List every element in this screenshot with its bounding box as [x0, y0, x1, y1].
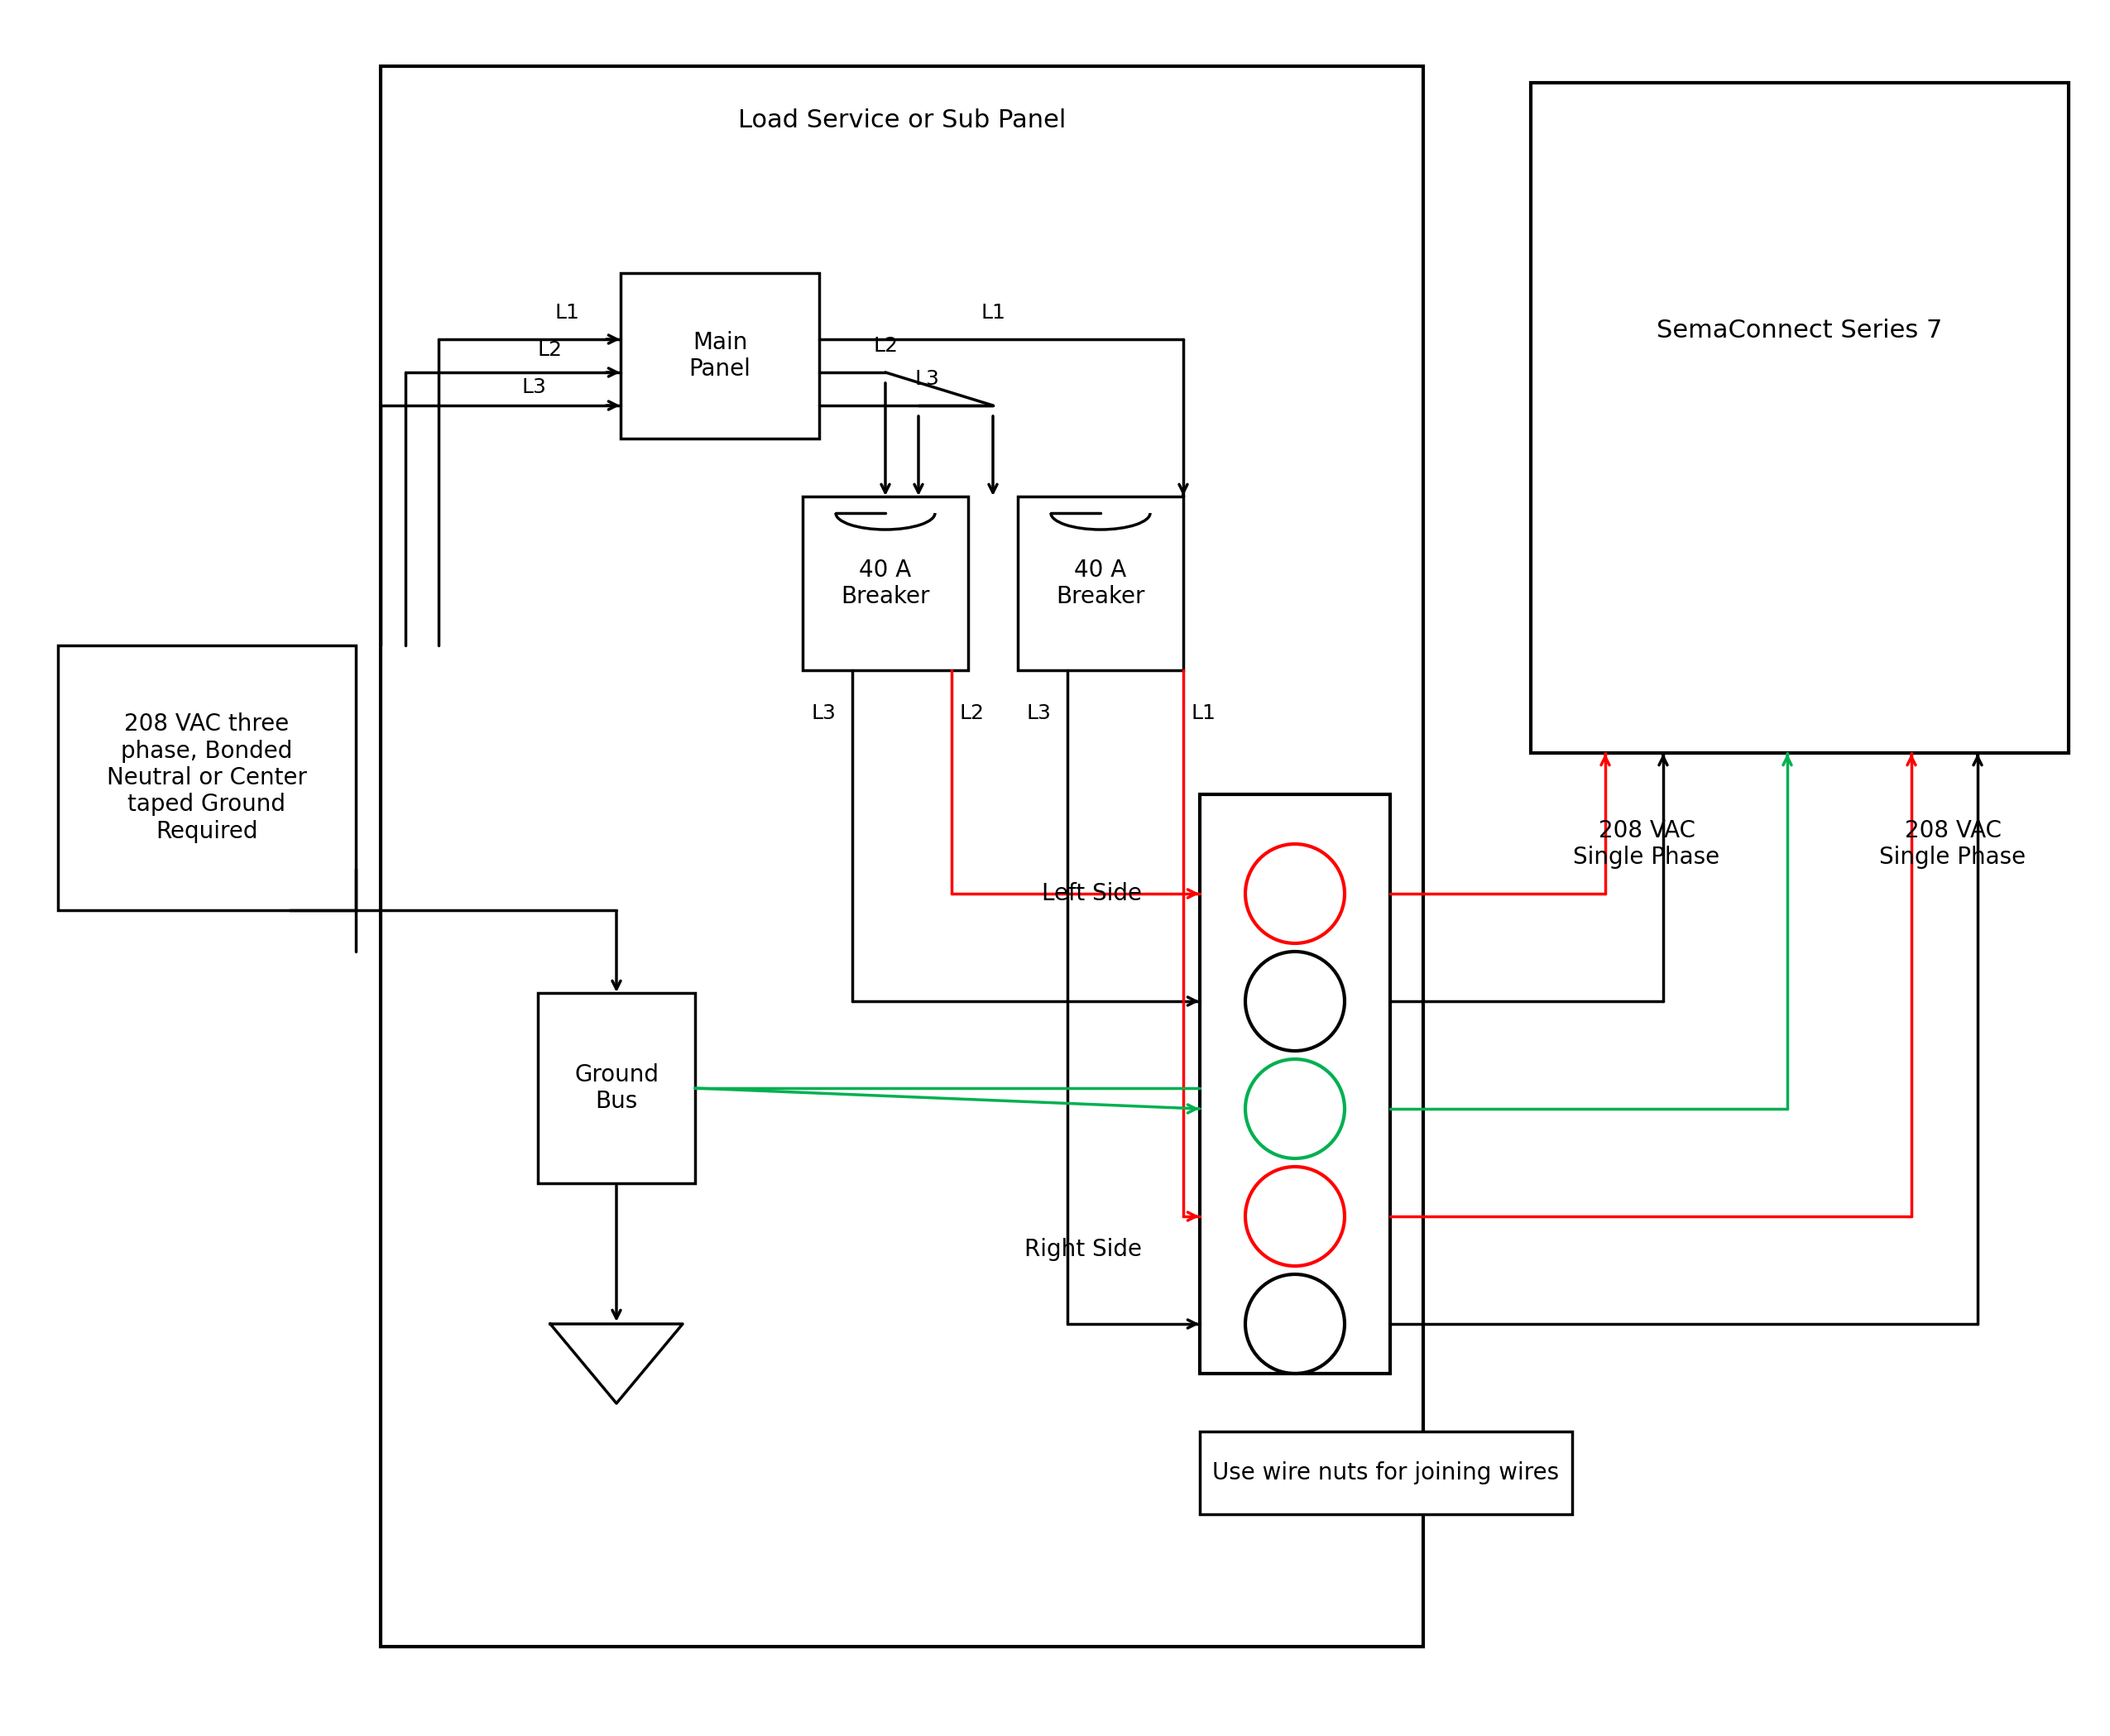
Text: L2: L2	[538, 340, 563, 359]
Text: L3: L3	[521, 377, 546, 398]
Bar	[1017, 496, 1184, 670]
Text: 40 A
Breaker: 40 A Breaker	[842, 559, 931, 608]
Bar	[620, 273, 819, 439]
Text: L3: L3	[914, 370, 939, 389]
Text: Load Service or Sub Panel: Load Service or Sub Panel	[738, 108, 1066, 132]
Bar	[1530, 83, 2068, 753]
Text: Use wire nuts for joining wires: Use wire nuts for joining wires	[1213, 1462, 1559, 1484]
Bar	[1201, 1432, 1572, 1514]
Text: Ground
Bus: Ground Bus	[574, 1062, 658, 1113]
Text: L2: L2	[960, 703, 985, 724]
Text: Left Side: Left Side	[1042, 882, 1142, 904]
Text: Right Side: Right Side	[1023, 1238, 1142, 1260]
Text: L1: L1	[555, 302, 580, 323]
Text: 40 A
Breaker: 40 A Breaker	[1055, 559, 1146, 608]
Text: 208 VAC three
phase, Bonded
Neutral or Center
taped Ground
Required: 208 VAC three phase, Bonded Neutral or C…	[108, 712, 306, 844]
Text: L3: L3	[1025, 703, 1051, 724]
Bar	[802, 496, 968, 670]
Bar	[57, 646, 357, 910]
Bar	[1201, 795, 1390, 1373]
Text: L1: L1	[981, 302, 1004, 323]
Text: 208 VAC
Single Phase: 208 VAC Single Phase	[1880, 819, 2026, 870]
Text: 208 VAC
Single Phase: 208 VAC Single Phase	[1574, 819, 1720, 870]
Text: L3: L3	[810, 703, 836, 724]
Text: L1: L1	[1192, 703, 1215, 724]
Bar	[538, 993, 694, 1184]
Bar	[380, 66, 1424, 1647]
Text: Main
Panel: Main Panel	[688, 332, 751, 380]
Text: SemaConnect Series 7: SemaConnect Series 7	[1656, 319, 1943, 344]
Text: L2: L2	[874, 337, 897, 356]
